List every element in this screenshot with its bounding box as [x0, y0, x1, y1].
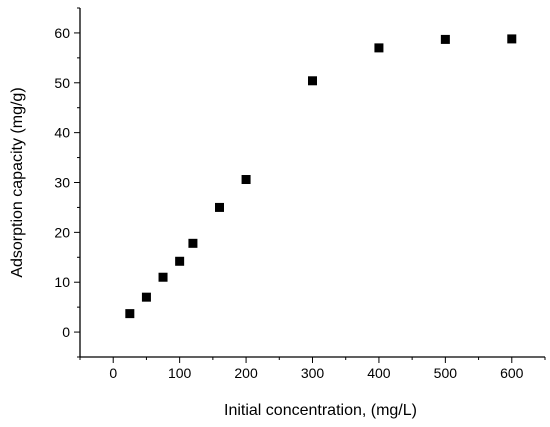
axes [79, 8, 545, 358]
x-tick-label: 100 [168, 365, 192, 381]
y-axis-title: Adsorption capacity (mg/g) [9, 87, 26, 277]
data-point [215, 202, 224, 212]
y-tick-label: 10 [54, 274, 70, 290]
y-tick-label: 0 [62, 324, 70, 340]
data-point [125, 309, 135, 319]
data-point [241, 175, 251, 185]
data-point [374, 43, 384, 53]
x-axis-title: Initial concentration, (mg/L) [224, 402, 417, 419]
y-ticks: 0 10 20 30 40 50 60 [54, 7, 80, 358]
data-point [308, 76, 317, 86]
y-tick-label: 30 [54, 175, 70, 191]
data-point [158, 272, 168, 282]
y-tick-label: 40 [54, 125, 70, 141]
x-tick-label: 600 [500, 365, 524, 381]
data-points [125, 34, 517, 319]
x-tick-label: 400 [367, 365, 391, 381]
y-tick-label: 20 [54, 224, 70, 240]
y-tick-label: 60 [54, 25, 70, 41]
x-tick-label: 200 [234, 365, 258, 381]
data-point [507, 34, 517, 44]
x-ticks: 0 100 200 300 400 500 600 [79, 357, 546, 381]
x-tick-label: 0 [109, 365, 117, 381]
y-tick-label: 50 [54, 75, 70, 91]
data-point [188, 238, 198, 248]
x-tick-label: 300 [301, 365, 325, 381]
data-point [141, 292, 151, 302]
data-point [175, 256, 185, 266]
data-point [440, 34, 450, 44]
x-tick-label: 500 [434, 365, 458, 381]
